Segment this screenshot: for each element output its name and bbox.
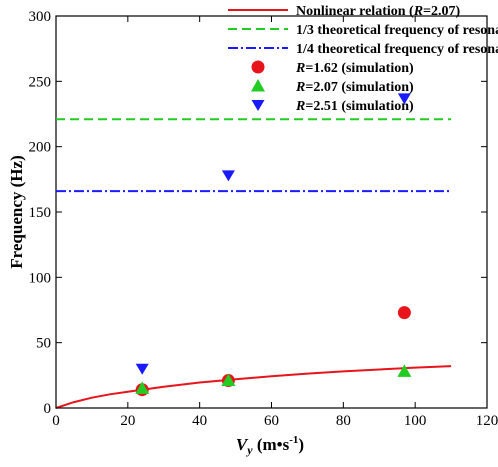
x-tick-label: 120 xyxy=(476,413,498,429)
legend-label: Nonlinear relation (R=2.07) xyxy=(296,4,461,19)
legend-marker-swatch xyxy=(252,100,265,111)
legend-marker-swatch xyxy=(251,79,265,92)
marker-layer xyxy=(135,93,411,396)
plot-frame xyxy=(56,16,487,408)
legend-label: R=1.62 (simulation) xyxy=(295,61,414,76)
tick-layer: 0 20 40 60 80 100 120 0 50 100 150 200 250 300 xyxy=(29,9,498,429)
data-point-triangle-down xyxy=(136,364,149,375)
data-point-triangle-down xyxy=(222,170,235,181)
y-tick-label: 50 xyxy=(36,336,51,352)
x-tick-label: 40 xyxy=(192,413,207,429)
legend-label: 1/4 theoretical frequency of resonator xyxy=(296,42,498,57)
legend: Nonlinear relation (R=2.07) 1/3 theoretic… xyxy=(228,4,498,114)
legend-label: R=2.07 (simulation) xyxy=(295,80,414,95)
y-tick-label: 300 xyxy=(29,9,52,25)
y-tick-label: 100 xyxy=(29,270,52,286)
y-tick-label: 150 xyxy=(29,205,52,221)
legend-label: R=2.51 (simulation) xyxy=(295,99,414,114)
x-axis-title: Vy (m•s-1) xyxy=(236,434,304,457)
data-point-circle xyxy=(398,306,411,319)
series-line xyxy=(56,366,451,408)
x-tick-label: 80 xyxy=(336,413,351,429)
legend-marker-swatch xyxy=(252,61,265,74)
data-point-triangle-up xyxy=(397,364,411,377)
y-tick-label: 250 xyxy=(29,74,52,90)
x-tick-label: 100 xyxy=(404,413,427,429)
legend-label: 1/3 theoretical frequency of resonator xyxy=(296,23,498,38)
y-tick-label: 0 xyxy=(44,401,52,417)
x-tick-label: 60 xyxy=(264,413,279,429)
y-tick-label: 200 xyxy=(29,140,52,156)
series-layer xyxy=(56,119,451,408)
x-tick-label: 20 xyxy=(120,413,135,429)
x-tick-label: 0 xyxy=(52,413,60,429)
y-axis-title: Frequency (Hz) xyxy=(7,155,26,268)
